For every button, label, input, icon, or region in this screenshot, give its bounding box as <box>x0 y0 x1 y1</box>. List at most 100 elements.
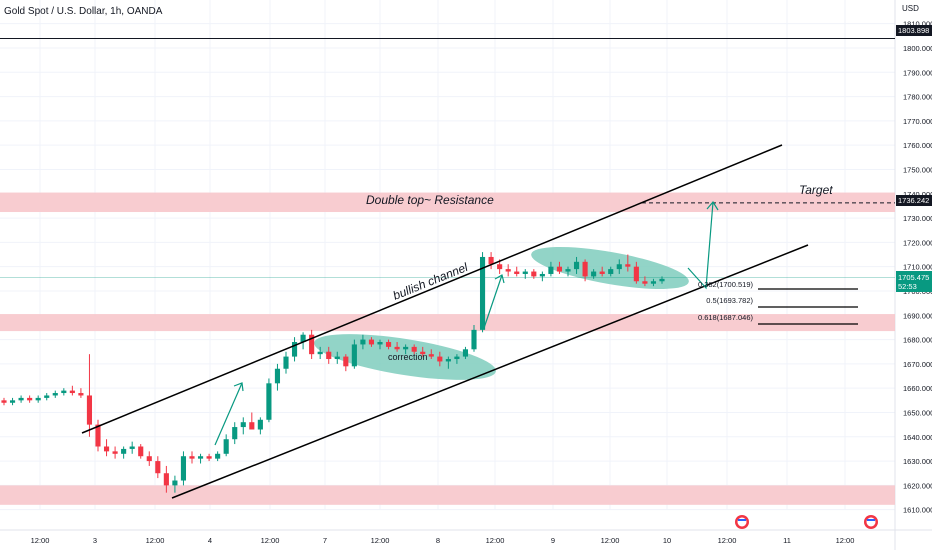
price-tick-label: 1790.000 <box>903 68 932 77</box>
channel-upper-line <box>81 144 783 434</box>
top-line-price-badge <box>896 25 932 36</box>
candle-body <box>454 356 460 360</box>
candle-body <box>206 456 212 459</box>
candle-body <box>479 256 486 330</box>
levels <box>0 38 895 278</box>
arrow-2 <box>483 274 505 329</box>
candle-body <box>69 390 75 394</box>
candle-body <box>385 342 392 347</box>
candle-body <box>394 346 400 350</box>
price-tick-label: 1690.000 <box>903 311 932 320</box>
candle-body <box>334 356 340 360</box>
candle-body <box>616 264 622 270</box>
drawings <box>81 144 858 499</box>
candle-body <box>35 397 41 401</box>
support-zone-low <box>0 485 895 505</box>
candle-body <box>411 346 417 352</box>
candle-body <box>368 339 375 345</box>
candle-body <box>61 390 67 394</box>
price-tick-label: 1770.000 <box>903 117 932 126</box>
candle-body <box>129 446 135 449</box>
ellipses <box>314 246 689 380</box>
candle-body <box>189 456 195 459</box>
us-flag-event-icon[interactable] <box>735 515 749 529</box>
candle-body <box>1 400 7 403</box>
candle-body <box>155 461 161 474</box>
time-tick-label: 10 <box>663 536 671 545</box>
candle-body <box>95 424 101 447</box>
candle-body <box>642 281 648 284</box>
price-tick-label: 1720.000 <box>903 238 932 247</box>
time-tick-label: 7 <box>323 536 327 545</box>
candle-body <box>539 273 545 277</box>
fib-label-618: 0.618(1687.046) <box>698 313 754 322</box>
price-tick-label: 1710.000 <box>903 263 932 272</box>
candle-body <box>556 266 563 272</box>
price-tick-label: 1730.000 <box>903 214 932 223</box>
price-tick-label: 1640.000 <box>903 433 932 442</box>
candle-body <box>437 356 443 362</box>
time-tick-label: 12:00 <box>146 536 165 545</box>
candle-body <box>505 269 511 272</box>
candle-body <box>565 269 571 272</box>
candle-body <box>309 334 315 355</box>
time-tick-label: 12:00 <box>261 536 280 545</box>
candle-body <box>488 256 494 265</box>
time-tick-label: 3 <box>93 536 97 545</box>
candle-body <box>573 261 580 270</box>
candle-body <box>232 427 238 440</box>
candle-body <box>548 266 554 274</box>
candles <box>1 252 665 493</box>
fib-label-500: 0.5(1693.782) <box>706 296 753 305</box>
candle-body <box>27 397 33 401</box>
time-tick-label: 12:00 <box>486 536 505 545</box>
candle-body <box>52 393 58 396</box>
channel-lower-line <box>171 244 809 499</box>
consolidation-ellipse <box>531 246 689 290</box>
candle-body <box>44 395 50 398</box>
candle-body <box>291 342 298 357</box>
candle-body <box>608 269 614 274</box>
price-tick-label: 1660.000 <box>903 384 932 393</box>
candle-body <box>403 346 409 350</box>
candle-body <box>163 473 169 486</box>
candle-body <box>146 456 152 462</box>
candle-body <box>274 368 281 384</box>
current-price-badge <box>896 271 932 292</box>
candle-body <box>599 271 605 274</box>
price-axis[interactable]: 1610.000 1620.000 1630.000 1640.000 1650.000… <box>903 20 932 515</box>
time-tick-label: 11 <box>783 536 791 545</box>
time-tick-label: 12:00 <box>836 536 855 545</box>
candle-body <box>531 271 537 277</box>
price-tick-label: 1760.000 <box>903 141 932 150</box>
candle-body <box>300 334 306 343</box>
candle-body <box>377 342 383 345</box>
candle-body <box>283 356 289 369</box>
resistance-label: Double top~ Resistance <box>366 193 494 207</box>
price-tick-label: 1610.000 <box>903 506 932 515</box>
price-tick-label: 1670.000 <box>903 360 932 369</box>
event-icons[interactable] <box>735 515 878 529</box>
countdown: 52:53 <box>898 282 917 291</box>
currency-label: USD <box>902 4 919 13</box>
zones <box>0 192 895 505</box>
candle-body <box>317 351 323 355</box>
arrow-1 <box>214 382 244 446</box>
resistance-zone <box>0 192 895 213</box>
candle-body <box>78 393 84 396</box>
candle-body <box>360 339 366 345</box>
price-tick-label: 1740.000 <box>903 190 932 199</box>
current-price: 1705.475 <box>898 273 929 282</box>
price-tick-label: 1680.000 <box>903 336 932 345</box>
candle-body <box>240 422 246 428</box>
candle-body <box>223 439 229 454</box>
us-flag-event-icon-2[interactable] <box>864 515 878 529</box>
price-tick-label: 1630.000 <box>903 457 932 466</box>
candle-body <box>522 271 528 274</box>
target-price-badge <box>896 195 932 206</box>
symbol-title: Gold Spot / U.S. Dollar, 1h, OANDA <box>4 6 163 17</box>
price-tick-label: 1620.000 <box>903 481 932 490</box>
time-axis[interactable]: 12:00 3 12:00 4 12:00 7 12:00 8 12:00 9 12:00 10 12:… <box>31 536 855 545</box>
candle-body <box>326 351 332 360</box>
